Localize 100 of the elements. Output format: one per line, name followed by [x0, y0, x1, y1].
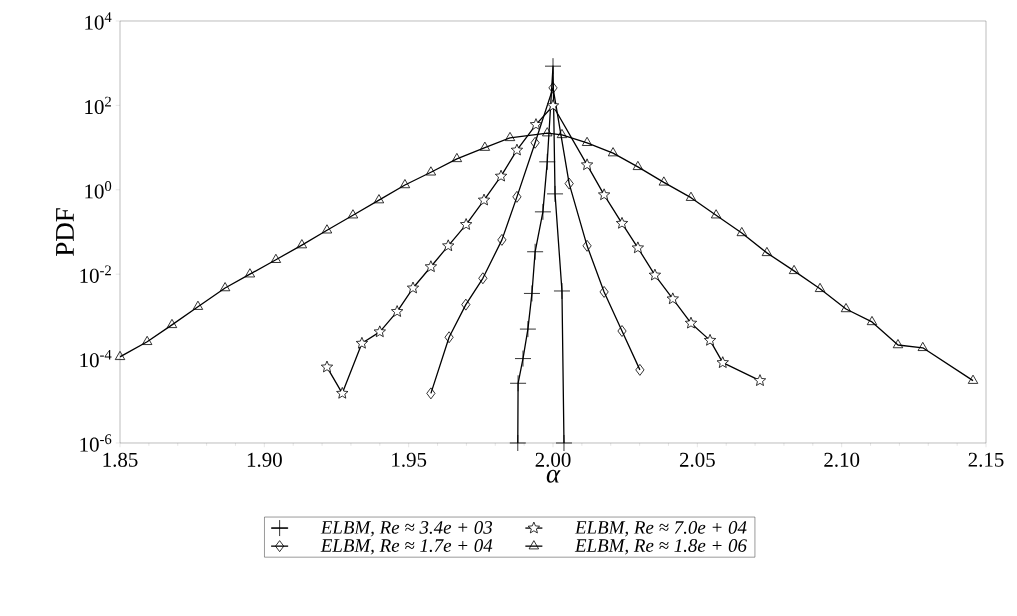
point — [442, 239, 455, 252]
point — [716, 356, 729, 368]
legend-label: ELBM, Re ≈ 1.8e + 06 — [574, 539, 747, 555]
point — [478, 272, 488, 285]
point — [347, 209, 359, 219]
point — [617, 325, 627, 337]
point — [534, 203, 552, 221]
y-tick-label: 10$^{-4}$ — [80, 349, 112, 368]
point — [504, 131, 516, 142]
point — [321, 224, 333, 234]
point — [512, 190, 522, 203]
point — [424, 260, 438, 273]
point — [582, 239, 592, 252]
x-tick-label: 1.85 — [103, 452, 138, 467]
point — [336, 386, 349, 399]
y-tick-label: 10$^{0}$ — [85, 181, 112, 199]
point — [497, 233, 507, 246]
y-tick-label: 10$^{2}$ — [85, 96, 111, 115]
x-tick-label: 1.90 — [247, 452, 282, 467]
point — [685, 191, 697, 201]
point — [555, 434, 573, 452]
point — [526, 243, 544, 261]
point — [736, 227, 747, 237]
point — [451, 152, 463, 163]
point — [788, 264, 800, 274]
point — [761, 246, 773, 257]
point — [814, 282, 826, 292]
point — [556, 128, 568, 139]
point — [425, 166, 437, 176]
legend-label: ELBM, Re ≈ 7.0e + 04 — [574, 521, 747, 537]
point — [564, 177, 574, 190]
point — [192, 300, 204, 310]
point — [703, 333, 717, 346]
point — [510, 143, 524, 156]
point — [509, 434, 527, 452]
point — [529, 118, 543, 130]
point — [270, 253, 282, 263]
point — [391, 305, 404, 317]
point — [509, 374, 527, 392]
point — [892, 339, 904, 349]
point — [866, 316, 878, 326]
point — [530, 136, 540, 149]
point — [546, 185, 564, 203]
point — [461, 298, 471, 311]
point — [684, 316, 698, 329]
point — [548, 81, 558, 94]
point — [553, 282, 571, 300]
point — [166, 318, 178, 329]
y-tick-label: 10$^{4}$ — [85, 12, 112, 30]
point — [244, 268, 256, 278]
x-tick-label: 1.95 — [392, 452, 427, 467]
point — [635, 363, 645, 376]
point — [219, 282, 231, 292]
point — [648, 268, 662, 281]
point — [479, 141, 491, 151]
x-tick-label: 2.05 — [679, 452, 715, 467]
point — [399, 179, 411, 189]
point — [373, 194, 385, 204]
point — [320, 360, 334, 373]
point — [710, 209, 722, 219]
point — [519, 320, 537, 338]
y-tick-label: 10$^{-2}$ — [80, 265, 111, 283]
point — [917, 341, 928, 351]
point — [494, 169, 508, 182]
point — [967, 374, 979, 384]
x-tick-label: 2.00 — [535, 452, 571, 467]
y-axis-title: PDF — [56, 208, 74, 256]
legend-label: ELBM, Re ≈ 1.7e + 04 — [320, 539, 493, 555]
point — [580, 158, 594, 171]
point — [615, 216, 629, 229]
point — [631, 241, 644, 254]
point — [538, 153, 556, 171]
y-tick-label: 10$^{-6}$ — [80, 434, 112, 452]
point — [444, 331, 454, 344]
point — [355, 336, 369, 349]
point — [544, 57, 562, 75]
x-axis-title: α — [546, 469, 561, 483]
point — [658, 176, 670, 186]
legend-label: ELBM, Re ≈ 3.4e + 03 — [320, 521, 493, 537]
point — [406, 281, 420, 294]
point — [542, 127, 553, 137]
point — [581, 136, 593, 146]
point — [114, 350, 126, 360]
point — [607, 147, 619, 157]
point — [632, 160, 644, 170]
point — [753, 374, 767, 386]
point — [666, 292, 679, 305]
point — [546, 99, 560, 112]
x-tick-label: 2.15 — [968, 452, 1004, 467]
point — [141, 335, 153, 345]
point — [477, 193, 491, 206]
point — [599, 286, 609, 298]
point — [514, 350, 532, 367]
x-tick-label: 2.10 — [824, 452, 860, 467]
point — [523, 285, 541, 302]
point — [373, 325, 386, 338]
point — [296, 239, 308, 249]
point — [426, 387, 436, 400]
point — [598, 188, 611, 201]
point — [840, 303, 852, 313]
